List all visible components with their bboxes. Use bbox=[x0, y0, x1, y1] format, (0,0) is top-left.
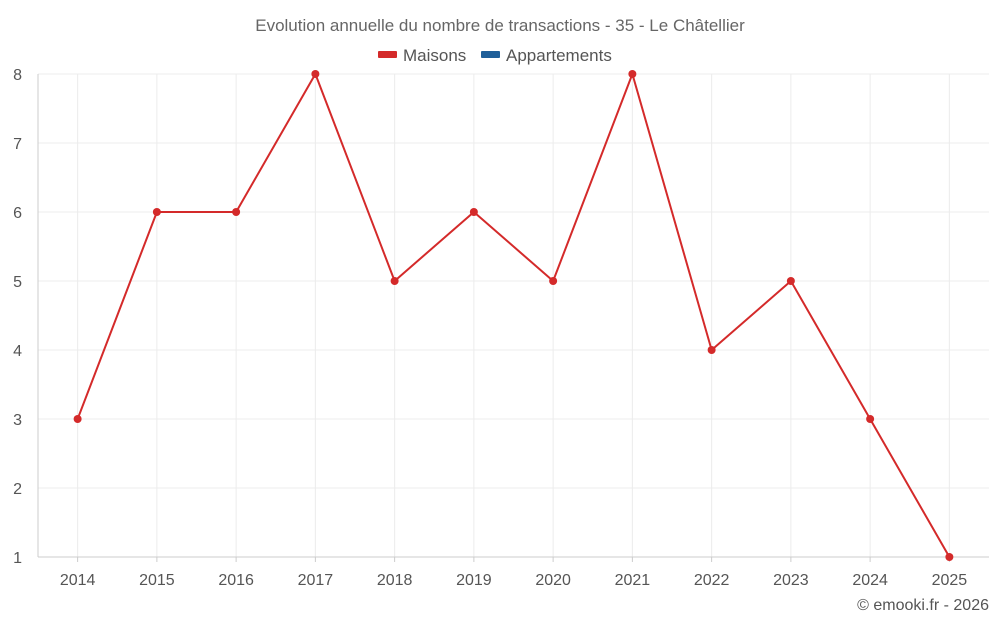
legend-label-appartements: Appartements bbox=[506, 46, 612, 65]
x-tick-label: 2014 bbox=[60, 572, 96, 589]
data-point-maisons-2025 bbox=[945, 553, 954, 561]
y-tick-label: 6 bbox=[13, 205, 22, 222]
y-tick-label: 7 bbox=[13, 136, 22, 153]
x-tick-label: 2018 bbox=[377, 572, 413, 589]
x-tick-label: 2021 bbox=[615, 572, 651, 589]
legend-item-appartements[interactable]: Appartements bbox=[481, 46, 612, 65]
data-point-maisons-2021 bbox=[628, 70, 637, 78]
data-point-maisons-2020 bbox=[549, 277, 558, 285]
gridlines bbox=[38, 73, 989, 557]
data-point-maisons-2024 bbox=[866, 415, 875, 423]
data-point-maisons-2022 bbox=[707, 346, 716, 354]
data-point-maisons-2014 bbox=[73, 415, 82, 423]
legend-item-maisons[interactable]: Maisons bbox=[378, 46, 466, 65]
x-tick-label: 2023 bbox=[773, 572, 809, 589]
y-axis-ticks: 1 2 3 4 5 6 7 8 bbox=[13, 67, 22, 567]
data-point-maisons-2023 bbox=[786, 277, 795, 285]
data-point-maisons-2016 bbox=[232, 208, 241, 216]
x-tick-label: 2016 bbox=[218, 572, 254, 589]
x-tick-label: 2024 bbox=[852, 572, 888, 589]
y-tick-label: 1 bbox=[13, 550, 22, 567]
y-tick-label: 5 bbox=[13, 274, 22, 291]
data-point-maisons-2018 bbox=[390, 277, 399, 285]
x-axis-ticks: 2014 2015 2016 2017 2018 2019 2020 2021 2022 2023… bbox=[60, 572, 967, 589]
x-tick-label: 2017 bbox=[298, 572, 334, 589]
axes bbox=[37, 74, 989, 562]
x-tick-label: 2022 bbox=[694, 572, 730, 589]
chart-title: Evolution annuelle du nombre de transact… bbox=[255, 16, 745, 35]
legend-swatch-maisons bbox=[378, 51, 397, 58]
x-tick-label: 2015 bbox=[139, 572, 175, 589]
y-tick-label: 3 bbox=[13, 412, 22, 429]
legend-label-maisons: Maisons bbox=[403, 46, 466, 65]
data-point-maisons-2015 bbox=[152, 208, 161, 216]
x-tick-label: 2025 bbox=[932, 572, 968, 589]
y-tick-label: 2 bbox=[13, 481, 22, 498]
legend: Maisons Appartements bbox=[378, 46, 612, 65]
series-maisons bbox=[73, 70, 954, 561]
data-point-maisons-2017 bbox=[311, 70, 320, 78]
legend-swatch-appartements bbox=[481, 51, 500, 58]
data-point-maisons-2019 bbox=[469, 208, 478, 216]
x-tick-label: 2020 bbox=[535, 572, 571, 589]
x-tick-label: 2019 bbox=[456, 572, 492, 589]
series-line-maisons bbox=[76, 73, 951, 558]
y-tick-label: 8 bbox=[13, 67, 22, 84]
credit-text: © emooki.fr - 2026 bbox=[857, 597, 989, 614]
y-tick-label: 4 bbox=[13, 343, 22, 360]
